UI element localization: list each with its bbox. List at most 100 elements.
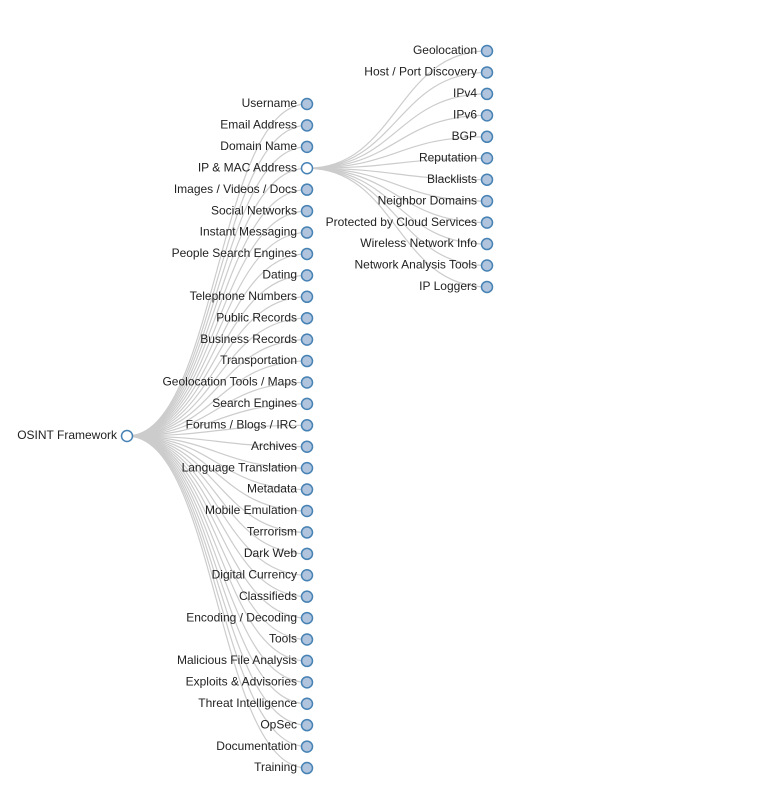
node-circle[interactable] <box>300 568 314 582</box>
node-circle[interactable] <box>300 269 314 282</box>
link <box>126 435 308 726</box>
node-label[interactable]: Language Translation <box>182 460 297 474</box>
node-circle[interactable] <box>300 140 314 154</box>
node-label[interactable]: Username <box>242 96 298 110</box>
node-circle[interactable] <box>480 109 494 122</box>
node-label[interactable]: Transportation <box>220 353 297 367</box>
node-circle[interactable] <box>480 194 494 208</box>
node-label[interactable]: Classifieds <box>239 589 297 603</box>
node-circle[interactable] <box>300 611 314 625</box>
link <box>126 167 308 437</box>
node-label[interactable]: Dark Web <box>244 546 297 560</box>
node-circle[interactable] <box>300 654 314 668</box>
node-label[interactable]: IPv6 <box>453 108 477 122</box>
node-label[interactable]: Exploits & Advisories <box>186 675 297 689</box>
node-circle[interactable] <box>480 173 494 186</box>
node-circle[interactable] <box>300 526 314 539</box>
node-circle[interactable] <box>480 152 494 165</box>
node-circle[interactable] <box>300 119 314 132</box>
node-circle[interactable] <box>480 280 494 294</box>
node-circle[interactable] <box>120 429 134 443</box>
node-label[interactable]: Search Engines <box>212 396 297 410</box>
node-label[interactable]: Digital Currency <box>212 567 297 581</box>
node-circle[interactable] <box>300 483 314 496</box>
link <box>126 124 308 437</box>
node-label[interactable]: Social Networks <box>211 203 297 217</box>
node-label[interactable]: Instant Messaging <box>200 225 297 239</box>
node-circle[interactable] <box>300 333 314 346</box>
node-label[interactable]: Public Records <box>216 310 297 324</box>
node-label[interactable]: Email Address <box>220 118 297 132</box>
node-label[interactable]: OpSec <box>260 717 297 731</box>
link <box>126 435 308 576</box>
node-label[interactable]: Encoding / Decoding <box>186 610 297 624</box>
link <box>126 274 308 437</box>
node-circle[interactable] <box>300 718 314 732</box>
node-circle[interactable] <box>300 97 314 111</box>
node-label[interactable]: Training <box>254 760 297 774</box>
node-label[interactable]: Host / Port Discovery <box>364 65 477 79</box>
node-circle[interactable] <box>300 290 314 304</box>
node-label[interactable]: Documentation <box>216 739 297 753</box>
node-circle[interactable] <box>300 311 314 325</box>
node-circle[interactable] <box>480 237 494 251</box>
node-label[interactable]: Images / Videos / Docs <box>174 182 297 196</box>
node-circle[interactable] <box>300 419 314 432</box>
node-label[interactable]: BGP <box>452 129 477 143</box>
node-label[interactable]: Protected by Cloud Services <box>326 215 477 229</box>
node-label[interactable]: Dating <box>262 268 297 282</box>
node-circle[interactable] <box>300 397 314 411</box>
node-circle[interactable] <box>480 44 494 58</box>
node-circle[interactable] <box>300 761 314 775</box>
node-label[interactable]: Threat Intelligence <box>198 696 297 710</box>
link <box>126 435 308 555</box>
node-label[interactable]: Neighbor Domains <box>378 193 477 207</box>
node-circle[interactable] <box>300 226 314 239</box>
node-circle[interactable] <box>300 440 314 453</box>
node-circle[interactable] <box>300 740 314 753</box>
node-circle[interactable] <box>300 247 314 261</box>
node-circle[interactable] <box>300 504 314 518</box>
link <box>126 435 308 705</box>
node-label[interactable]: Telephone Numbers <box>190 289 297 303</box>
node-circle[interactable] <box>480 259 494 272</box>
node-label[interactable]: Terrorism <box>247 525 297 539</box>
node-circle[interactable] <box>300 697 314 711</box>
node-circle[interactable] <box>480 216 494 229</box>
node-circle[interactable] <box>300 633 314 646</box>
node-circle[interactable] <box>480 66 494 79</box>
node-circle[interactable] <box>300 547 314 561</box>
node-label[interactable]: Forums / Blogs / IRC <box>186 417 298 431</box>
node-label[interactable]: Reputation <box>419 150 477 164</box>
node-label[interactable]: IP Loggers <box>419 279 477 293</box>
node-label[interactable]: Blacklists <box>427 172 477 186</box>
node-label[interactable]: Archives <box>251 439 297 453</box>
node-circle[interactable] <box>480 130 494 144</box>
node-label[interactable]: Geolocation <box>413 43 477 57</box>
node-label[interactable]: Network Analysis Tools <box>355 258 478 272</box>
node-label[interactable]: People Search Engines <box>172 246 297 260</box>
node-circle[interactable] <box>300 162 314 175</box>
node-circle[interactable] <box>300 354 314 368</box>
node-label[interactable]: Wireless Network Info <box>360 236 477 250</box>
node-label[interactable]: IPv4 <box>453 86 477 100</box>
link <box>306 50 488 169</box>
node-circle[interactable] <box>300 461 314 475</box>
link <box>306 167 488 224</box>
node-label[interactable]: Metadata <box>247 482 297 496</box>
node-label[interactable]: OSINT Framework <box>17 428 118 442</box>
node-circle[interactable] <box>300 204 314 218</box>
node-label[interactable]: Domain Name <box>220 139 297 153</box>
node-circle[interactable] <box>300 590 314 603</box>
node-circle[interactable] <box>480 87 494 101</box>
node-label[interactable]: IP & MAC Address <box>198 160 297 174</box>
node-label[interactable]: Tools <box>269 632 297 646</box>
node-label[interactable]: Geolocation Tools / Maps <box>162 375 297 389</box>
node-circle[interactable] <box>300 676 314 689</box>
node-label[interactable]: Malicious File Analysis <box>177 653 297 667</box>
node-label[interactable]: Mobile Emulation <box>205 503 297 517</box>
node-circle[interactable] <box>300 183 314 196</box>
node-label[interactable]: Business Records <box>200 332 297 346</box>
node-circle[interactable] <box>300 376 314 389</box>
